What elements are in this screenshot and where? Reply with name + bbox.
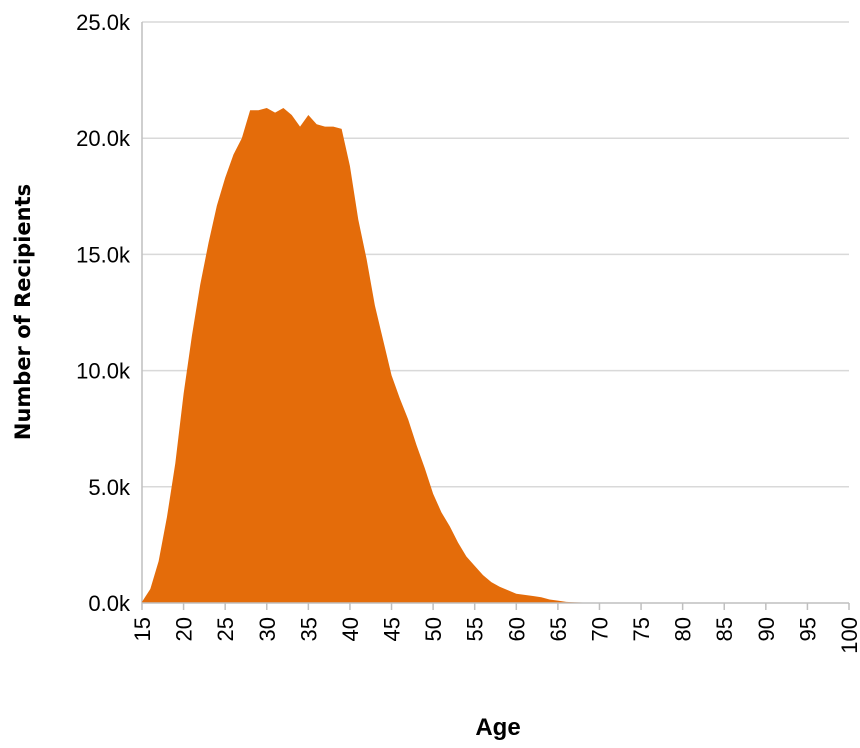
x-tick-label: 90 xyxy=(754,617,779,641)
y-tick-label: 0.0k xyxy=(88,591,131,616)
x-tick-marks xyxy=(141,603,850,610)
x-tick-label: 95 xyxy=(795,617,820,641)
y-axis-title: Number of Recipients xyxy=(11,184,35,440)
x-tick-label: 40 xyxy=(338,617,363,641)
x-tick-label: 45 xyxy=(380,617,405,641)
data-area xyxy=(142,107,849,604)
y-tick-label: 20.0k xyxy=(76,126,131,151)
x-tick-label: 20 xyxy=(172,617,197,641)
x-tick-label: 50 xyxy=(421,617,446,641)
x-tick-label: 55 xyxy=(463,617,488,641)
x-tick-label: 65 xyxy=(546,617,571,641)
x-tick-label: 25 xyxy=(213,617,238,641)
x-tick-label: 60 xyxy=(504,617,529,641)
x-tick-label: 85 xyxy=(712,617,737,641)
x-tick-label: 30 xyxy=(255,617,280,641)
y-tick-label: 10.0k xyxy=(76,359,131,384)
y-tick-label: 15.0k xyxy=(76,242,131,267)
x-tick-label: 80 xyxy=(671,617,696,641)
x-tick-label: 100 xyxy=(837,617,860,654)
y-tick-label: 25.0k xyxy=(76,10,131,35)
x-tick-label: 35 xyxy=(296,617,321,641)
y-tick-label: 5.0k xyxy=(88,475,131,500)
x-tick-label: 15 xyxy=(130,617,155,641)
y-tick-labels: 0.0k 5.0k 10.0k 15.0k 20.0k 25.0k xyxy=(76,10,131,616)
x-tick-label: 70 xyxy=(587,617,612,641)
x-tick-labels: 15 20 25 30 35 40 45 50 55 60 65 70 75 80 85 90 95 100 xyxy=(130,617,860,654)
x-tick-label: 75 xyxy=(629,617,654,641)
x-axis-title: Age xyxy=(475,714,520,741)
